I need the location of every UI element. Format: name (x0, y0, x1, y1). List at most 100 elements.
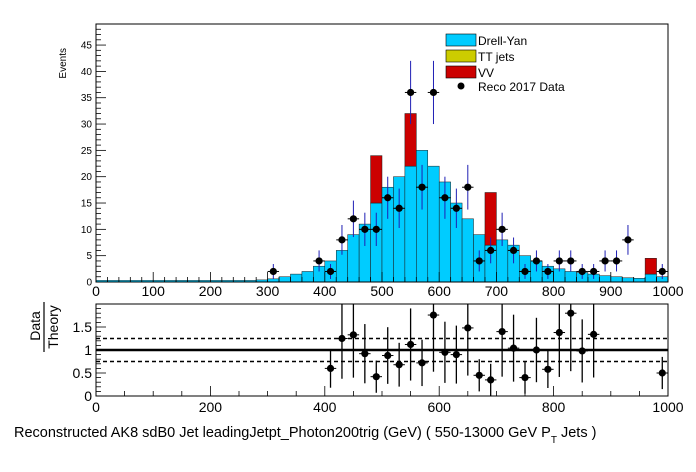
ratio-point (418, 359, 426, 367)
hist-bar-drell-yan (290, 273, 303, 283)
ratio-point (441, 348, 449, 356)
ratio-x-tick-label: 200 (199, 399, 223, 415)
data-point (521, 267, 529, 276)
ratio-y-tick-label: 0 (84, 388, 92, 404)
data-point (475, 257, 483, 265)
ratio-y-tick-label: 0.5 (73, 365, 93, 381)
ratio-point (658, 369, 666, 377)
hist-bar-drell-yan (461, 218, 474, 283)
y-tick-label: 25 (81, 146, 93, 157)
ratio-x-tick-label: 800 (542, 399, 566, 415)
data-point (452, 204, 460, 212)
data-point (612, 257, 621, 265)
x-tick-label: 700 (485, 283, 509, 299)
data-point (509, 246, 518, 255)
ratio-point (509, 344, 518, 352)
y-tick-label: 45 (81, 41, 93, 52)
data-point (441, 194, 449, 202)
hist-bar-drell-yan (301, 271, 314, 283)
legend-label-vv: VV (478, 66, 494, 80)
x-tick-label: 900 (599, 283, 623, 299)
ratio-point (555, 328, 563, 337)
hist-bar-drell-yan (347, 234, 360, 283)
y-tick-label: 0 (86, 278, 92, 289)
x-axis-title-main: Reconstructed AK8 sdB0 Jet leadingJetpt_… (14, 425, 551, 441)
data-point (395, 204, 403, 212)
ratio-y-axis-title: Data Theory (27, 302, 61, 352)
hist-bar-drell-yan (404, 165, 417, 283)
hist-bar-drell-yan (564, 271, 577, 283)
data-point (326, 267, 335, 276)
data-point (532, 257, 541, 265)
ratio-point (590, 330, 598, 338)
data-point (578, 267, 586, 276)
ratio-point (326, 364, 335, 372)
ratio-point (464, 324, 472, 332)
hist-bar-drell-yan (621, 277, 634, 283)
ratio-x-tick-label: 600 (428, 399, 452, 415)
y-tick-label: 35 (81, 93, 93, 104)
data-point (429, 88, 438, 97)
legend-label-tt-jets: TT jets (478, 50, 514, 64)
data-point (544, 267, 552, 276)
legend-label-data: Reco 2017 Data (478, 80, 565, 94)
x-tick-label: 100 (142, 283, 166, 299)
data-point (487, 246, 495, 255)
ratio-y-tick-label: 1 (84, 342, 92, 358)
data-point (407, 88, 415, 97)
x-tick-label: 200 (199, 283, 223, 299)
hist-bar-drell-yan (335, 250, 348, 283)
data-point (658, 267, 666, 276)
hist-bar-drell-yan (599, 275, 612, 283)
ratio-y-title-numerator: Data (27, 311, 43, 341)
ratio-point (372, 373, 380, 381)
y-tick-label: 10 (81, 225, 93, 236)
hist-bar-vv (370, 155, 383, 204)
y-tick-label: 30 (81, 120, 93, 131)
data-point (590, 267, 598, 276)
ratio-point (521, 374, 529, 382)
ratio-x-tick-label: 1000 (652, 399, 683, 415)
y-tick-label: 15 (81, 199, 93, 210)
y-tick-label: 40 (81, 67, 93, 78)
legend-swatch-tt-jets (445, 49, 477, 63)
ratio-point (498, 328, 506, 336)
ratio-point (407, 340, 415, 349)
x-axis-title: Reconstructed AK8 sdB0 Jet leadingJetpt_… (14, 425, 596, 446)
main-plot-panel: 0 5 10 15 20 25 30 35 40 45 0 100 200 300 400 500 600 70… (58, 23, 684, 299)
ratio-point (349, 331, 357, 339)
ratio-point (487, 376, 495, 384)
hist-bar-drell-yan (278, 276, 291, 283)
data-point (338, 236, 346, 244)
y-axis-title: Events (58, 48, 69, 79)
ratio-point (544, 365, 552, 373)
hist-bar-vv (644, 258, 657, 275)
data-point (384, 194, 392, 202)
ratio-plot-panel: 0 0.5 1 1.5 0 200 400 600 800 1000 Data Theory (27, 302, 684, 415)
data-point (361, 225, 369, 233)
x-axis-title-tail: Jets ) (557, 425, 596, 441)
y-tick-label: 20 (81, 172, 93, 183)
legend-marker-data (457, 82, 465, 90)
ratio-point (429, 311, 438, 319)
x-tick-label: 400 (313, 283, 337, 299)
ratio-y-title-denominator: Theory (45, 305, 61, 349)
hist-bar-drell-yan (644, 273, 657, 283)
x-tick-label: 600 (428, 283, 452, 299)
data-point (498, 225, 506, 233)
data-point (315, 257, 323, 265)
ratio-y-tick-label: 1.5 (73, 319, 93, 335)
data-point (418, 183, 426, 191)
x-tick-label: 0 (92, 283, 100, 299)
ratio-point (475, 371, 483, 379)
data-point (464, 183, 472, 191)
y-tick-label: 5 (86, 251, 92, 262)
x-tick-label: 800 (542, 283, 566, 299)
ratio-point (578, 347, 586, 355)
hist-bar-drell-yan (610, 276, 623, 283)
hist-bar-drell-yan (633, 278, 646, 283)
x-tick-label: 300 (256, 283, 280, 299)
data-point (601, 257, 609, 265)
legend-swatch-vv (445, 65, 477, 79)
